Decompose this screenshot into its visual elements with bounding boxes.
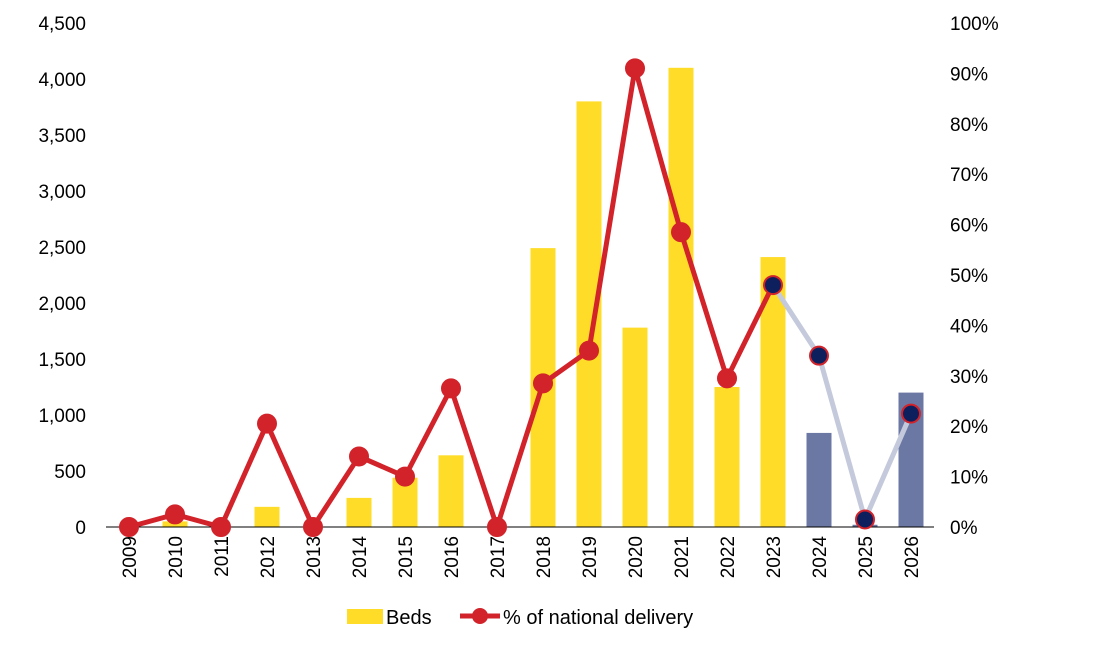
- marker-2012: [257, 413, 277, 434]
- x-tick-label-2010: 2010: [166, 536, 187, 578]
- y-left-tick-label: 4,000: [38, 70, 86, 91]
- y-right-tick-label: 60%: [950, 216, 988, 237]
- marker-2025: [855, 509, 875, 530]
- marker-2020: [625, 58, 645, 79]
- marker-2018: [533, 373, 553, 394]
- x-tick-label-2017: 2017: [488, 536, 509, 578]
- x-tick-label-2024: 2024: [810, 536, 831, 579]
- bar-2019: [576, 101, 602, 528]
- y-right-tick-label: 40%: [950, 316, 988, 337]
- y-right-tick-label: 0%: [950, 518, 978, 539]
- bar-2016: [438, 455, 464, 527]
- y-right-tick-label: 50%: [950, 266, 988, 287]
- marker-2019: [579, 340, 599, 361]
- marker-2017: [487, 517, 507, 537]
- y-left-tick-label: 2,000: [38, 294, 86, 315]
- marker-2015: [395, 466, 415, 487]
- bar-2024: [806, 432, 832, 527]
- bar-2020: [622, 327, 648, 527]
- marker-2023: [763, 275, 783, 296]
- x-tick-label-2023: 2023: [764, 536, 785, 578]
- bar-2022: [714, 387, 740, 527]
- y-left-tick-label: 1,500: [38, 350, 86, 371]
- y-left-tick-label: 500: [54, 462, 86, 483]
- marker-2024: [809, 345, 829, 366]
- marker-2026: [901, 403, 921, 424]
- y-axis-right-labels: 0% 10% 20% 30% 40% 50% 60% 70% 80% 90% 100%: [950, 14, 999, 539]
- markers-layer: [119, 58, 921, 537]
- y-axis-left-labels: 0 500 1,000 1,500 2,000 2,500 3,000 3,500 4,000 4…: [38, 14, 86, 539]
- bar-2021: [668, 67, 694, 528]
- legend-label-national-delivery: % of national delivery: [503, 607, 693, 629]
- y-right-tick-label: 10%: [950, 468, 988, 489]
- y-right-tick-label: 80%: [950, 115, 988, 136]
- y-left-tick-label: 3,000: [38, 182, 86, 203]
- y-left-tick-label: 2,500: [38, 238, 86, 259]
- lines-layer: [128, 65, 914, 530]
- y-left-tick-label: 0: [75, 518, 86, 539]
- x-tick-label-2021: 2021: [672, 536, 693, 578]
- y-right-tick-label: 20%: [950, 417, 988, 438]
- legend-label-beds: Beds: [386, 607, 432, 629]
- x-tick-label-2020: 2020: [626, 536, 647, 578]
- y-right-tick-label: 100%: [950, 14, 999, 35]
- legend: Beds % of national delivery: [347, 607, 693, 629]
- marker-2016: [441, 378, 461, 399]
- legend-marker-line: [472, 608, 488, 624]
- x-tick-label-2016: 2016: [442, 536, 463, 578]
- y-left-tick-label: 3,500: [38, 126, 86, 147]
- marker-2014: [349, 446, 369, 467]
- x-tick-label-2013: 2013: [304, 536, 325, 578]
- y-left-tick-label: 1,000: [38, 406, 86, 427]
- y-right-tick-label: 70%: [950, 165, 988, 186]
- marker-2011: [211, 517, 231, 537]
- marker-2013: [303, 517, 323, 537]
- marker-2022: [717, 368, 737, 389]
- x-tick-label-2025: 2025: [856, 536, 877, 578]
- marker-2021: [671, 222, 691, 243]
- x-tick-label-2014: 2014: [350, 536, 371, 579]
- bars-layer: [162, 67, 924, 528]
- x-tick-label-2018: 2018: [534, 536, 555, 578]
- line-national-delivery-forecast: [770, 283, 914, 522]
- y-left-tick-label: 4,500: [38, 14, 86, 35]
- legend-swatch-beds: [347, 609, 383, 624]
- y-right-tick-label: 90%: [950, 64, 988, 85]
- x-tick-label-2009: 2009: [120, 536, 141, 578]
- bar-2012: [254, 506, 280, 527]
- x-tick-label-2026: 2026: [902, 536, 923, 578]
- marker-2010: [165, 504, 185, 525]
- bar-2014: [346, 497, 372, 527]
- x-tick-label-2015: 2015: [396, 536, 417, 578]
- x-axis-labels: 2009 2010 2011 2012 2013 2014 2015 2016 2017 2018…: [120, 536, 923, 579]
- x-tick-label-2012: 2012: [258, 536, 279, 578]
- x-tick-label-2022: 2022: [718, 536, 739, 578]
- x-tick-label-2011: 2011: [212, 536, 233, 577]
- x-tick-label-2019: 2019: [580, 536, 601, 578]
- marker-2009: [119, 517, 139, 537]
- y-right-tick-label: 30%: [950, 367, 988, 388]
